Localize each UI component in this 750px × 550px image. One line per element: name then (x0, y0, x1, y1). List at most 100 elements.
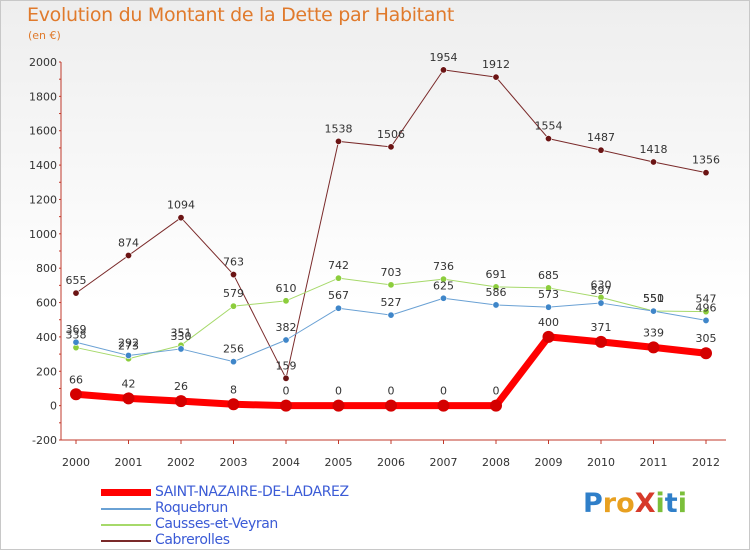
legend-swatch (101, 508, 151, 510)
data-point (230, 358, 238, 366)
data-point (177, 214, 185, 222)
logo-letter: P (583, 488, 603, 519)
data-label: 273 (118, 340, 139, 353)
y-tick-label: 1600 (29, 125, 57, 138)
data-point (702, 169, 710, 177)
data-label: 610 (276, 282, 297, 295)
data-label: 0 (388, 385, 395, 398)
y-tick-label: 1200 (29, 193, 57, 206)
data-label: 42 (122, 377, 136, 390)
y-tick-label: 1000 (29, 228, 57, 241)
data-point (175, 395, 187, 408)
data-point (387, 311, 395, 319)
x-tick-label: 2002 (167, 456, 195, 469)
data-label: 579 (223, 287, 244, 300)
x-tick-label: 2000 (62, 456, 90, 469)
x-tick-label: 2001 (115, 456, 143, 469)
data-point (282, 374, 290, 382)
x-tick-label: 2012 (692, 456, 720, 469)
data-point (649, 307, 657, 315)
data-point (227, 398, 240, 411)
data-label: 736 (433, 260, 454, 273)
data-label: 703 (381, 266, 402, 279)
data-label: 256 (223, 343, 244, 356)
data-point (387, 143, 395, 151)
data-label: 655 (66, 274, 87, 287)
legend-label: Cabrerolles (155, 532, 230, 548)
data-point (70, 388, 82, 401)
data-label: 573 (538, 288, 559, 301)
data-point (385, 399, 397, 412)
data-point (387, 281, 395, 289)
data-point (334, 274, 342, 282)
data-point (544, 135, 552, 143)
data-label: 547 (696, 293, 717, 306)
data-label: 1418 (640, 143, 668, 156)
data-label: 630 (591, 278, 612, 291)
logo-letter: o (616, 488, 635, 519)
data-point (439, 275, 447, 283)
y-tick-label: 0 (50, 400, 57, 413)
logo-letter: t (664, 488, 678, 519)
x-tick-label: 2010 (587, 456, 615, 469)
data-label: 371 (591, 321, 612, 334)
data-label: 0 (335, 385, 342, 398)
y-tick-label: 1800 (29, 90, 57, 103)
data-point (595, 335, 607, 348)
data-label: 1912 (482, 58, 510, 71)
data-label: 1487 (587, 131, 615, 144)
data-point (439, 294, 447, 302)
x-tick-label: 2003 (220, 456, 248, 469)
data-label: 1538 (325, 122, 353, 135)
data-label: 763 (223, 256, 244, 269)
data-label: 742 (328, 259, 349, 272)
data-label: 382 (276, 321, 297, 334)
data-point (230, 271, 238, 279)
x-tick-label: 2007 (430, 456, 458, 469)
data-point (597, 146, 605, 154)
data-label: 292 (118, 336, 139, 349)
y-tick-label: 200 (36, 365, 57, 378)
data-point (492, 73, 500, 81)
x-tick-label: 2008 (482, 456, 510, 469)
logo-letter: X (634, 488, 656, 519)
data-point (72, 338, 80, 346)
data-label: 1506 (377, 128, 405, 141)
data-point (702, 308, 710, 316)
data-point (492, 283, 500, 291)
data-point (490, 399, 502, 412)
data-label: 339 (643, 326, 664, 339)
data-point (492, 301, 500, 309)
logo-letter: i (677, 488, 687, 519)
legend-label: Roquebrun (155, 500, 228, 516)
data-label: 0 (440, 385, 447, 398)
data-label: 1954 (430, 51, 458, 64)
y-tick-label: 800 (36, 262, 57, 275)
data-label: 685 (538, 269, 559, 282)
logo-letter: r (602, 488, 617, 519)
x-tick-label: 2005 (325, 456, 353, 469)
x-tick-label: 2009 (535, 456, 563, 469)
data-label: 586 (486, 286, 507, 299)
data-label: 1094 (167, 199, 195, 212)
data-label: 551 (643, 292, 664, 305)
proxiti-logo: ProXiti (583, 488, 687, 519)
data-point (125, 251, 133, 259)
data-point (282, 336, 290, 344)
data-point (700, 347, 712, 360)
data-label: 597 (591, 284, 612, 297)
data-point (647, 341, 660, 354)
data-label: 8 (230, 383, 237, 396)
data-label: 550 (643, 292, 664, 305)
data-label: 66 (69, 373, 83, 386)
data-label: 369 (66, 323, 87, 336)
data-point (544, 284, 552, 292)
data-label: 338 (66, 329, 87, 342)
data-label: 691 (486, 268, 507, 281)
y-tick-label: -200 (32, 434, 57, 447)
data-point (649, 158, 657, 166)
data-point (439, 66, 447, 74)
x-tick-label: 2006 (377, 456, 405, 469)
data-point (332, 399, 345, 412)
data-label: 305 (696, 332, 717, 345)
